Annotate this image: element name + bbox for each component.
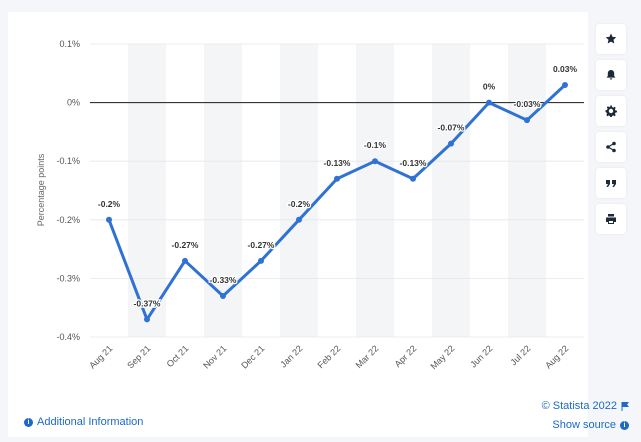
additional-information-link[interactable]: i Additional Information — [24, 416, 143, 428]
data-label: 0.03% — [553, 64, 578, 74]
data-label: -0.07% — [438, 123, 465, 133]
x-tick-label: Aug 22 — [543, 343, 570, 370]
y-tick-label: -0.4% — [56, 332, 80, 342]
data-label: 0% — [483, 82, 496, 92]
gridlines — [90, 43, 584, 338]
flag-icon — [621, 401, 629, 411]
x-tick-label: Sep 21 — [125, 343, 152, 370]
data-point — [410, 175, 416, 182]
data-point — [448, 140, 454, 147]
show-source-label: Show source — [552, 419, 616, 431]
bell-icon — [606, 70, 616, 80]
data-points — [106, 82, 568, 323]
gear-icon — [605, 105, 617, 117]
band — [432, 44, 470, 337]
x-tick-label: Nov 21 — [201, 343, 228, 370]
data-labels: -0.2% -0.37% -0.27% -0.33% -0.27% -0.2% -0.13%… — [97, 63, 579, 310]
y-tick-label: -0.3% — [56, 273, 80, 283]
x-tick-label: Jun 22 — [468, 343, 494, 369]
data-label: -0.1% — [364, 140, 387, 150]
x-tick-label: May 22 — [428, 343, 456, 371]
data-label: -0.37% — [134, 298, 161, 308]
notification-button[interactable] — [596, 60, 626, 90]
data-point — [334, 175, 340, 182]
cite-button[interactable] — [596, 168, 626, 198]
band — [204, 44, 242, 337]
data-point — [106, 216, 112, 223]
band — [356, 44, 394, 337]
data-label: -0.33% — [210, 275, 237, 285]
data-label: -0.2% — [288, 199, 311, 209]
y-tick-label: 0% — [67, 98, 80, 108]
y-tick-label: -0.1% — [56, 156, 80, 166]
share-icon — [606, 141, 616, 153]
data-point — [296, 216, 302, 223]
data-point — [144, 316, 150, 323]
data-point — [372, 158, 378, 165]
x-tick-label: Jan 22 — [278, 343, 304, 369]
info-icon: i — [620, 420, 629, 430]
star-icon — [605, 33, 617, 44]
y-tick-labels: 0.1% 0% -0.1% -0.2% -0.3% -0.4% — [56, 39, 80, 342]
favorite-button[interactable] — [596, 24, 626, 54]
print-icon — [606, 214, 616, 224]
info-icon: i — [24, 417, 33, 427]
data-point — [486, 99, 492, 106]
statista-credit[interactable]: © Statista 2022 — [542, 400, 629, 412]
settings-button[interactable] — [596, 96, 626, 126]
show-source-link[interactable]: Show source i — [552, 419, 629, 431]
data-label: -0.27% — [172, 240, 199, 250]
x-tick-label: Mar 22 — [354, 343, 381, 370]
additional-information-label: Additional Information — [37, 416, 144, 428]
data-point — [182, 257, 188, 264]
data-point — [562, 82, 568, 89]
share-button[interactable] — [596, 132, 626, 162]
alternating-bands — [128, 44, 546, 337]
x-tick-label: Aug 21 — [87, 343, 114, 370]
data-label: -0.03% — [514, 99, 541, 109]
series-line-path — [107, 83, 567, 321]
y-tick-label: 0.1% — [59, 39, 80, 49]
data-label: -0.27% — [248, 240, 275, 250]
quote-icon — [606, 180, 616, 187]
x-tick-label: Apr 22 — [393, 343, 419, 369]
band — [508, 44, 546, 337]
data-label: -0.13% — [324, 158, 351, 168]
data-point — [258, 257, 264, 264]
data-label: -0.2% — [98, 199, 121, 209]
band — [128, 44, 166, 337]
data-point — [524, 117, 530, 124]
y-axis-label: Percentage points — [36, 153, 46, 226]
band — [280, 44, 318, 337]
y-tick-label: -0.2% — [56, 215, 80, 225]
credit-label: © Statista 2022 — [541, 400, 617, 412]
data-label: -0.13% — [400, 158, 427, 168]
x-tick-labels: Aug 21 Sep 21 Oct 21 Nov 21 Dec 21 Jan 22 Feb … — [87, 343, 570, 371]
data-point — [220, 292, 226, 299]
x-tick-label: Jul 22 — [508, 343, 532, 367]
print-button[interactable] — [596, 204, 626, 234]
x-tick-label: Feb 22 — [316, 343, 343, 370]
sidebar-toolbar — [596, 24, 626, 240]
x-tick-label: Oct 21 — [165, 343, 191, 369]
x-tick-label: Dec 21 — [239, 343, 266, 370]
series-line — [107, 83, 567, 321]
